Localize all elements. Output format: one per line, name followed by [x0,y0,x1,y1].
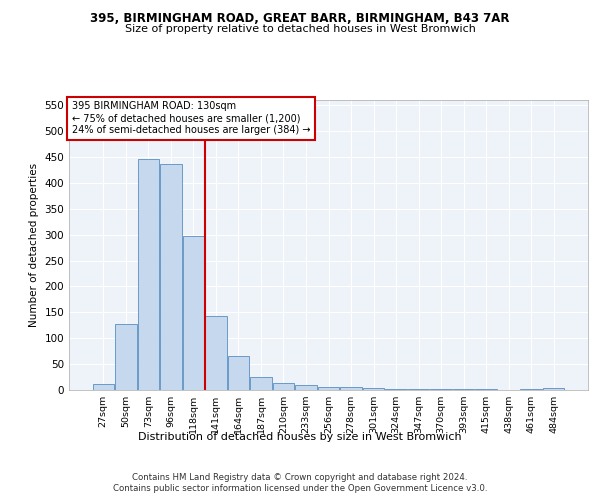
Bar [543,388,565,390]
Bar [205,316,227,390]
Bar [318,387,339,390]
Bar [115,324,137,390]
Text: Size of property relative to detached houses in West Bromwich: Size of property relative to detached ho… [125,24,475,34]
Bar [92,384,114,390]
Bar [160,164,182,390]
Text: Distribution of detached houses by size in West Bromwich: Distribution of detached houses by size … [138,432,462,442]
Bar [182,236,204,390]
Text: 395, BIRMINGHAM ROAD, GREAT BARR, BIRMINGHAM, B43 7AR: 395, BIRMINGHAM ROAD, GREAT BARR, BIRMIN… [90,12,510,26]
Bar [363,388,384,390]
Bar [250,376,272,390]
Bar [385,389,407,390]
Bar [408,389,429,390]
Text: 395 BIRMINGHAM ROAD: 130sqm
← 75% of detached houses are smaller (1,200)
24% of : 395 BIRMINGHAM ROAD: 130sqm ← 75% of det… [71,102,310,134]
Bar [295,386,317,390]
Bar [340,388,362,390]
Bar [228,356,249,390]
Bar [273,384,294,390]
Bar [137,158,159,390]
Text: Contains public sector information licensed under the Open Government Licence v3: Contains public sector information licen… [113,484,487,493]
Y-axis label: Number of detached properties: Number of detached properties [29,163,39,327]
Text: Contains HM Land Registry data © Crown copyright and database right 2024.: Contains HM Land Registry data © Crown c… [132,472,468,482]
